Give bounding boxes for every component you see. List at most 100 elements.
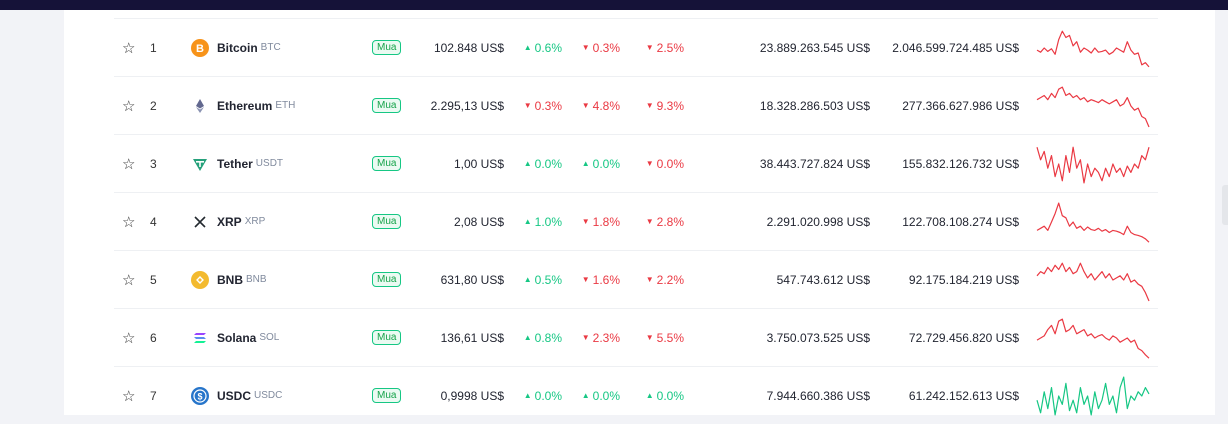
table-row-btc[interactable]: ☆ 1 B Bitcoin BTC Mua 102.848 US$ ▲ 0.6% … (114, 18, 1158, 76)
rank: 1 (150, 40, 157, 55)
watchlist-star-icon[interactable]: ☆ (122, 387, 136, 405)
rank: 7 (150, 388, 157, 403)
buy-button[interactable]: Mua (372, 272, 402, 287)
coin-name[interactable]: BNB BNB (217, 251, 267, 308)
coin-name-label: Tether (217, 156, 253, 171)
coin-name[interactable]: Ethereum ETH (217, 77, 295, 134)
watchlist-star-icon[interactable]: ☆ (122, 329, 136, 347)
change-1h: ▲ 1.0% (523, 214, 562, 229)
watchlist-star-icon[interactable]: ☆ (122, 39, 136, 57)
caret-up-icon: ▲ (645, 391, 654, 400)
change-7d: ▼ 2.2% (645, 272, 684, 287)
coin-name-label: XRP (217, 214, 242, 229)
sparkline-7d (1036, 19, 1150, 76)
table-row-usdt[interactable]: ☆ 3 Tether USDT Mua 1,00 US$ ▲ 0.0% ▲ 0.0%… (114, 134, 1158, 192)
caret-up-icon: ▲ (581, 391, 590, 400)
buy-button[interactable]: Mua (372, 330, 402, 345)
table-row-usdc[interactable]: ☆ 7 $ USDC USDC Mua 0,9998 US$ ▲ 0.0% ▲ 0.… (114, 366, 1158, 424)
rank: 5 (150, 272, 157, 287)
market-cap: 61.242.152.613 US$ (908, 388, 1019, 403)
coin-name[interactable]: Tether USDT (217, 135, 283, 192)
coin-name[interactable]: XRP XRP (217, 193, 265, 250)
caret-up-icon: ▲ (581, 159, 590, 168)
caret-down-icon: ▼ (645, 159, 654, 168)
coin-name[interactable]: Solana SOL (217, 309, 279, 366)
watchlist-star-icon[interactable]: ☆ (122, 213, 136, 231)
volume-24h: 38.443.727.824 US$ (759, 156, 870, 171)
market-cap: 92.175.184.219 US$ (908, 272, 1019, 287)
coin-symbol: USDT (255, 158, 284, 169)
change-24h: ▲ 0.0% (581, 156, 620, 171)
caret-down-icon: ▼ (523, 101, 532, 110)
coin-name-label: BNB (217, 272, 243, 287)
caret-up-icon: ▲ (523, 333, 532, 342)
change-1h: ▲ 0.6% (523, 40, 562, 55)
volume-24h: 3.750.073.525 US$ (766, 330, 870, 345)
svg-text:B: B (196, 43, 204, 55)
xrp-icon (191, 193, 209, 250)
coin-name-label: Ethereum (217, 98, 273, 113)
table-row-bnb[interactable]: ☆ 5 BNB BNB Mua 631,80 US$ ▲ 0.5% ▼ 1.6% ▼… (114, 250, 1158, 308)
watchlist-star-icon[interactable]: ☆ (122, 271, 136, 289)
change-1h: ▲ 0.0% (523, 388, 562, 403)
buy-button[interactable]: Mua (372, 98, 402, 113)
tether-icon (191, 135, 209, 192)
price: 2.295,13 US$ (430, 98, 504, 113)
coin-table: ☆ 1 B Bitcoin BTC Mua 102.848 US$ ▲ 0.6% … (114, 18, 1158, 424)
change-7d: ▼ 0.0% (645, 156, 684, 171)
price: 1,00 US$ (453, 156, 504, 171)
caret-down-icon: ▼ (581, 101, 590, 110)
rank: 2 (150, 98, 157, 113)
market-cap: 122.708.108.274 US$ (902, 214, 1019, 229)
change-1h: ▲ 0.8% (523, 330, 562, 345)
sparkline-7d (1036, 367, 1150, 424)
coin-name-label: USDC (217, 388, 252, 403)
caret-down-icon: ▼ (581, 217, 590, 226)
coin-symbol: USDC (254, 390, 283, 401)
change-7d: ▼ 9.3% (645, 98, 684, 113)
buy-button[interactable]: Mua (372, 214, 402, 229)
coin-name[interactable]: Bitcoin BTC (217, 19, 281, 76)
caret-down-icon: ▼ (645, 43, 654, 52)
caret-down-icon: ▼ (645, 275, 654, 284)
watchlist-star-icon[interactable]: ☆ (122, 155, 136, 173)
volume-24h: 2.291.020.998 US$ (766, 214, 870, 229)
change-24h: ▼ 0.3% (581, 40, 620, 55)
coin-name[interactable]: USDC USDC (217, 367, 282, 424)
table-row-xrp[interactable]: ☆ 4 XRP XRP Mua 2,08 US$ ▲ 1.0% ▼ 1.8% ▼ 2.… (114, 192, 1158, 250)
change-7d: ▲ 0.0% (645, 388, 684, 403)
coin-symbol: BNB (246, 274, 267, 285)
market-cap: 155.832.126.732 US$ (902, 156, 1019, 171)
top-nav-bar (0, 0, 1228, 10)
price: 136,61 US$ (440, 330, 504, 345)
coin-symbol: BTC (260, 42, 281, 53)
price: 102.848 US$ (433, 40, 504, 55)
watchlist-star-icon[interactable]: ☆ (122, 97, 136, 115)
change-24h: ▼ 1.6% (581, 272, 620, 287)
volume-24h: 18.328.286.503 US$ (759, 98, 870, 113)
buy-button[interactable]: Mua (372, 40, 402, 55)
rank: 6 (150, 330, 157, 345)
change-24h: ▼ 2.3% (581, 330, 620, 345)
change-1h: ▼ 0.3% (523, 98, 562, 113)
table-row-eth[interactable]: ☆ 2 Ethereum ETH Mua 2.295,13 US$ ▼ 0.3% … (114, 76, 1158, 134)
change-1h: ▲ 0.0% (523, 156, 562, 171)
market-cap: 277.366.627.986 US$ (902, 98, 1019, 113)
caret-up-icon: ▲ (523, 159, 532, 168)
table-row-sol[interactable]: ☆ 6 Solana SOL Mua 136,61 US$ ▲ 0.8% ▼ 2.3… (114, 308, 1158, 366)
caret-up-icon: ▲ (523, 391, 532, 400)
ethereum-icon (191, 77, 209, 134)
caret-down-icon: ▼ (581, 43, 590, 52)
change-7d: ▼ 2.8% (645, 214, 684, 229)
bnb-icon (191, 251, 209, 308)
volume-24h: 547.743.612 US$ (776, 272, 870, 287)
caret-down-icon: ▼ (645, 217, 654, 226)
buy-button[interactable]: Mua (372, 156, 402, 171)
buy-button[interactable]: Mua (372, 388, 402, 403)
caret-up-icon: ▲ (523, 43, 532, 52)
change-24h: ▼ 1.8% (581, 214, 620, 229)
coin-symbol: SOL (259, 332, 280, 343)
solana-icon (191, 309, 209, 366)
volume-24h: 7.944.660.386 US$ (766, 388, 870, 403)
caret-down-icon: ▼ (581, 333, 590, 342)
